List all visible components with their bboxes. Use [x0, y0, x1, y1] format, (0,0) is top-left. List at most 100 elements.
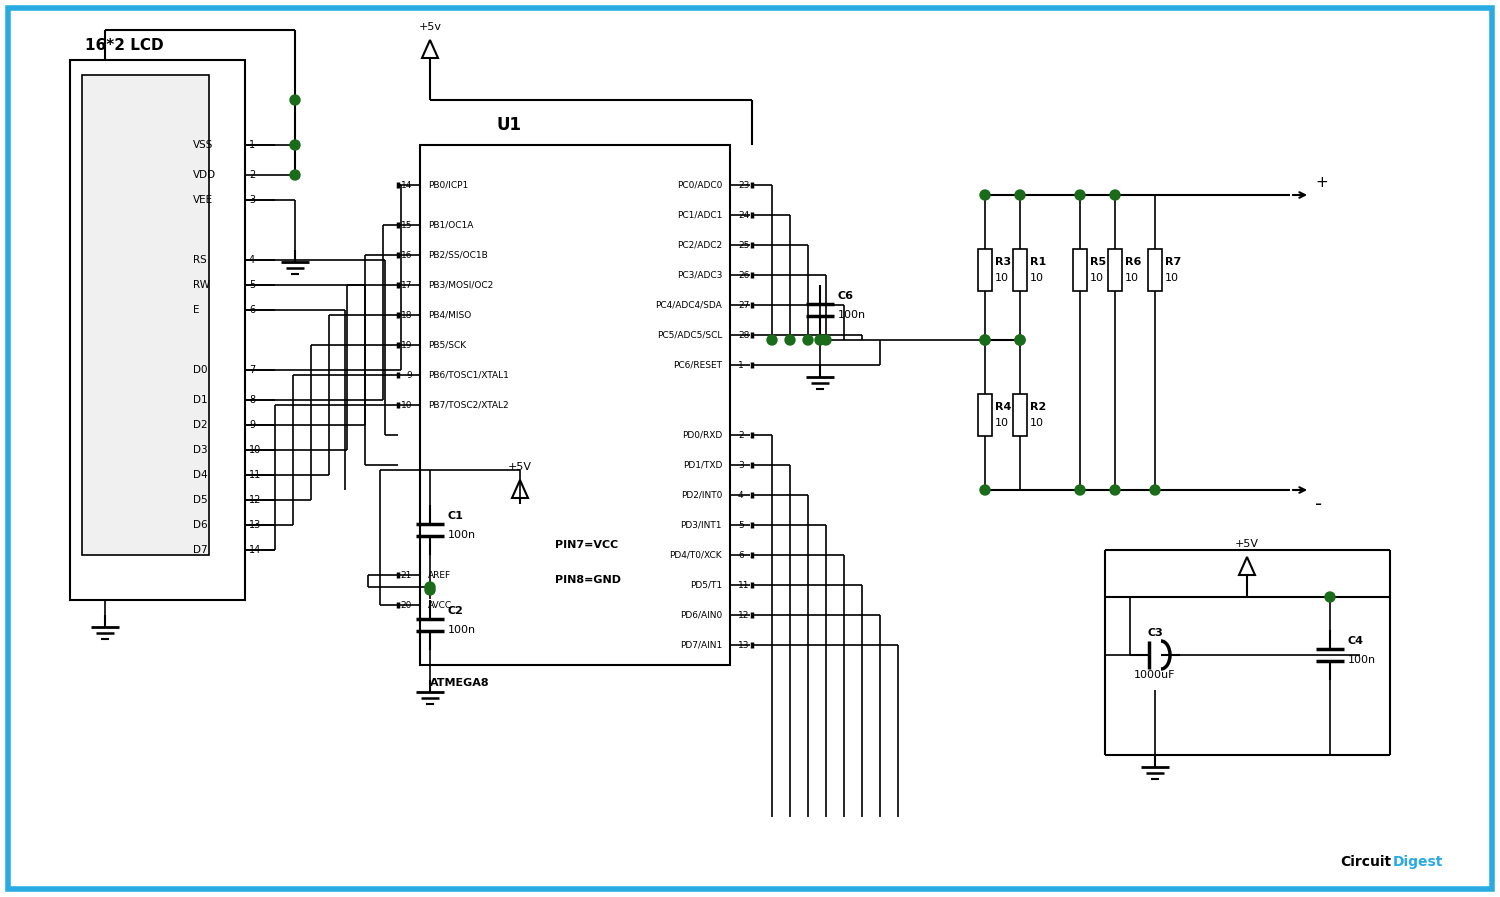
Text: 7: 7 — [249, 365, 255, 375]
Circle shape — [980, 335, 990, 345]
Text: Circuit: Circuit — [1340, 855, 1390, 869]
Text: 10: 10 — [400, 400, 412, 410]
Text: 100n: 100n — [1348, 655, 1376, 665]
Circle shape — [1150, 485, 1160, 495]
Text: PD0/RXD: PD0/RXD — [681, 431, 722, 440]
Circle shape — [815, 335, 825, 345]
Text: 1000uF: 1000uF — [1134, 670, 1176, 680]
Text: 20: 20 — [400, 600, 412, 609]
Text: 100n: 100n — [448, 625, 476, 635]
Text: C6: C6 — [839, 291, 854, 301]
Bar — [70, 60, 244, 600]
Text: U1: U1 — [496, 116, 522, 134]
Text: R4: R4 — [994, 402, 1011, 412]
Text: 17: 17 — [400, 281, 412, 290]
Text: +: + — [1316, 175, 1328, 190]
Text: 3: 3 — [738, 460, 744, 469]
Circle shape — [980, 335, 990, 345]
Text: 10: 10 — [1090, 273, 1104, 283]
Bar — [1013, 249, 1028, 291]
Text: ATMEGA8: ATMEGA8 — [430, 678, 489, 688]
Text: -: - — [1316, 495, 1322, 514]
Text: D0: D0 — [194, 365, 207, 375]
Text: 23: 23 — [738, 180, 750, 189]
Text: C2: C2 — [448, 606, 464, 616]
Text: 9: 9 — [406, 370, 412, 379]
Text: D4: D4 — [194, 470, 207, 480]
Text: R6: R6 — [1125, 257, 1142, 267]
Text: 6: 6 — [249, 305, 255, 315]
Text: +5v: +5v — [419, 22, 441, 32]
Text: 3: 3 — [249, 195, 255, 205]
Text: 10: 10 — [1030, 273, 1044, 283]
Text: 100n: 100n — [839, 310, 866, 320]
Circle shape — [1016, 190, 1025, 200]
Bar — [420, 145, 730, 665]
Bar — [1072, 249, 1088, 291]
Circle shape — [784, 335, 795, 345]
Text: 27: 27 — [738, 300, 750, 309]
Text: 18: 18 — [400, 310, 412, 319]
Text: R3: R3 — [994, 257, 1011, 267]
Circle shape — [1076, 190, 1084, 200]
Text: RW: RW — [194, 280, 210, 290]
Text: RS: RS — [194, 255, 207, 265]
Circle shape — [1076, 485, 1084, 495]
Text: 24: 24 — [738, 211, 750, 220]
Text: 16*2 LCD: 16*2 LCD — [86, 38, 164, 53]
Text: PD6/AIN0: PD6/AIN0 — [680, 611, 722, 620]
Text: D6: D6 — [194, 520, 207, 530]
Text: 12: 12 — [738, 611, 750, 620]
Text: R2: R2 — [1030, 402, 1047, 412]
Text: D3: D3 — [194, 445, 207, 455]
Text: 19: 19 — [400, 341, 412, 350]
Bar — [978, 249, 992, 291]
Text: 2: 2 — [249, 170, 255, 180]
Text: PC1/ADC1: PC1/ADC1 — [676, 211, 722, 220]
Text: R5: R5 — [1090, 257, 1106, 267]
Text: 4: 4 — [249, 255, 255, 265]
Circle shape — [821, 335, 831, 345]
Text: 25: 25 — [738, 240, 750, 249]
Circle shape — [424, 585, 435, 595]
Text: 14: 14 — [400, 180, 412, 189]
Text: VEE: VEE — [194, 195, 213, 205]
Text: PC0/ADC0: PC0/ADC0 — [676, 180, 722, 189]
Circle shape — [1324, 592, 1335, 602]
Circle shape — [1016, 335, 1025, 345]
Bar — [82, 75, 209, 555]
Circle shape — [766, 335, 777, 345]
Text: 9: 9 — [249, 420, 255, 430]
Text: 11: 11 — [249, 470, 261, 480]
Bar — [1013, 394, 1028, 436]
Text: C4: C4 — [1348, 636, 1364, 646]
Bar — [1108, 249, 1122, 291]
Circle shape — [980, 485, 990, 495]
Text: 4: 4 — [738, 491, 744, 500]
Text: PB1/OC1A: PB1/OC1A — [427, 221, 474, 230]
Text: PD5/T1: PD5/T1 — [690, 580, 722, 589]
Text: R7: R7 — [1166, 257, 1182, 267]
Text: 2: 2 — [738, 431, 744, 440]
Text: PB2/SS/OC1B: PB2/SS/OC1B — [427, 250, 488, 259]
Text: AREF: AREF — [427, 570, 451, 579]
Text: 10: 10 — [1166, 273, 1179, 283]
Text: 10: 10 — [994, 273, 1010, 283]
Text: AVCC: AVCC — [427, 600, 451, 609]
Text: 11: 11 — [738, 580, 750, 589]
Text: PC4/ADC4/SDA: PC4/ADC4/SDA — [656, 300, 722, 309]
Text: VSS: VSS — [194, 140, 213, 150]
Bar — [1148, 249, 1162, 291]
Text: PD7/AIN1: PD7/AIN1 — [680, 640, 722, 649]
Text: PD3/INT1: PD3/INT1 — [681, 520, 722, 529]
Text: PD2/INT0: PD2/INT0 — [681, 491, 722, 500]
Text: 10: 10 — [1125, 273, 1138, 283]
Text: 10: 10 — [994, 418, 1010, 428]
Text: 13: 13 — [738, 640, 750, 649]
Text: 16: 16 — [400, 250, 412, 259]
Text: PB3/MOSI/OC2: PB3/MOSI/OC2 — [427, 281, 494, 290]
Text: 5: 5 — [738, 520, 744, 529]
Text: 21: 21 — [400, 570, 412, 579]
Text: PD4/T0/XCK: PD4/T0/XCK — [669, 551, 722, 560]
Text: 13: 13 — [249, 520, 261, 530]
